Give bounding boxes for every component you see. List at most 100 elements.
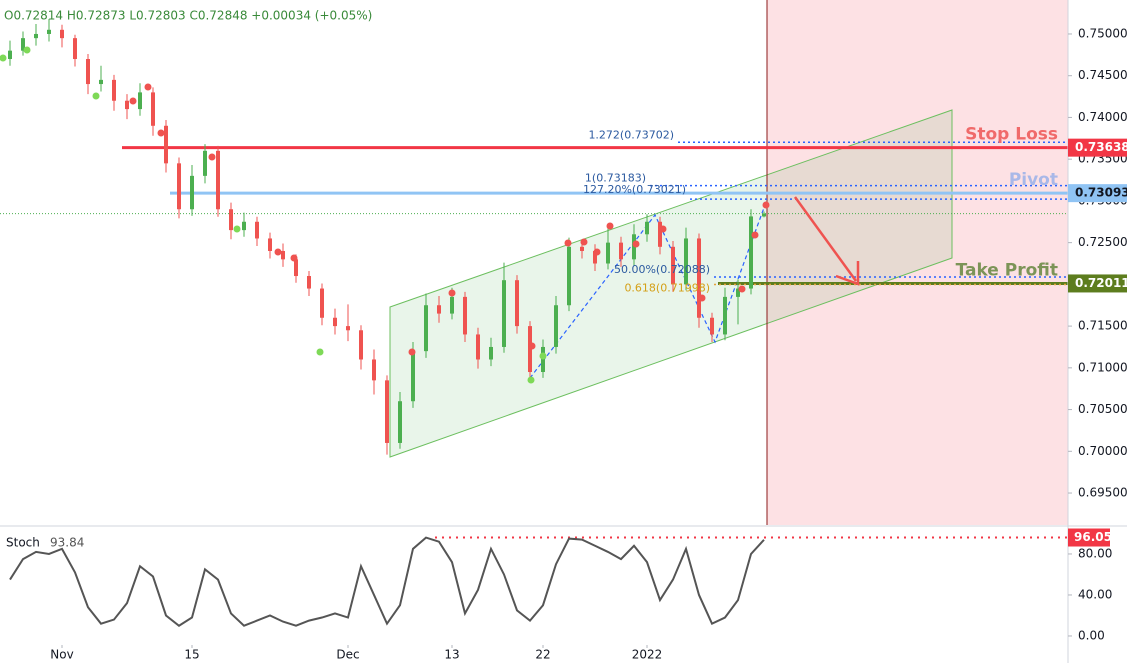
candle-body (320, 288, 324, 318)
candle-body (671, 246, 675, 285)
forecast-zone (767, 0, 1068, 525)
dot (290, 254, 298, 262)
candles-layer (8, 18, 766, 455)
candle-body (99, 79, 103, 85)
candle-body (294, 259, 298, 277)
dot (698, 294, 706, 302)
candle-body (502, 280, 506, 347)
candle-body (346, 326, 350, 331)
candle-body (489, 346, 493, 360)
candle-body (151, 92, 155, 126)
dot (274, 248, 282, 256)
x-tick-label: 2022 (632, 648, 663, 662)
candle-body (307, 276, 311, 289)
dot (157, 129, 165, 137)
stoch-last-value: 93.84 (50, 536, 84, 550)
y-tick-label: 0.70000 (1078, 444, 1127, 458)
dot (92, 92, 100, 100)
candle-body (164, 125, 168, 164)
candle-body (710, 317, 714, 335)
level-price: 0.73638 (1075, 140, 1127, 154)
fib-label: 1(0.73183) (585, 172, 646, 185)
y-tick-label: 0.74500 (1078, 68, 1127, 82)
dot (564, 239, 572, 247)
signal-dots (0, 46, 770, 384)
candle-body (463, 296, 467, 335)
y-tick-label: 0.75000 (1078, 26, 1127, 40)
y-tick-label: 0.00 (1078, 628, 1105, 642)
candle-body (554, 305, 558, 347)
candle-body (73, 38, 77, 60)
dot (144, 83, 152, 91)
stoch-level-label: 96.05 (1074, 530, 1112, 544)
candle-body (515, 280, 519, 327)
candle-body (112, 79, 116, 101)
dot (751, 231, 759, 239)
fib-label: 50.00%(0.72088) (614, 263, 710, 276)
dot (129, 97, 137, 105)
stoch-title: Stoch (6, 536, 40, 550)
level-price-box (1068, 138, 1127, 157)
fib-label: 0.618(0.71998) (624, 282, 710, 295)
labels-layer: 0.750000.745000.740000.735000.730000.725… (6, 26, 1127, 662)
levels-layer (0, 141, 1068, 286)
y-tick-label: 0.70500 (1078, 402, 1127, 416)
y-tick-label: 40.00 (1078, 587, 1112, 601)
candle-body (606, 242, 610, 264)
candle-body (8, 50, 12, 60)
dot (233, 225, 241, 233)
candle-body (242, 221, 246, 231)
candle-body (359, 330, 363, 360)
candle-body (333, 317, 337, 327)
candle-body (372, 359, 376, 381)
candle-body (723, 296, 727, 335)
x-tick-label: Dec (336, 648, 359, 662)
candle-body (749, 216, 753, 289)
candle-body (255, 221, 259, 239)
candle-body (60, 29, 64, 39)
dot (738, 285, 746, 293)
dot (539, 352, 547, 360)
x-tick-label: Nov (50, 648, 73, 662)
level-name: Pivot (1009, 170, 1058, 190)
candle-body (190, 175, 194, 210)
stoch-level-box (1068, 528, 1110, 547)
candle-body (424, 305, 428, 352)
candle-body (411, 351, 415, 402)
candle-body (580, 246, 584, 251)
candle-body (125, 100, 129, 110)
level-price-box (1068, 274, 1127, 293)
y-tick-label: 0.71000 (1078, 360, 1127, 374)
candle-body (567, 246, 571, 306)
dot (0, 54, 7, 62)
fib-label: 1.272(0.73702) (588, 128, 674, 141)
dot (528, 342, 536, 350)
dot (762, 201, 770, 209)
candle-body (658, 221, 662, 247)
ohlc-header: O0.72814 H0.72873 L0.72803 C0.72848 +0.0… (4, 9, 372, 23)
arrow-head (835, 261, 860, 286)
level-price: 0.73093 (1075, 186, 1127, 200)
level-name: Stop Loss (965, 125, 1058, 145)
candle-body (21, 38, 25, 51)
dot (580, 238, 588, 246)
forecast-arrow (793, 196, 860, 286)
candle-body (697, 238, 701, 318)
level-price-box (1068, 184, 1127, 203)
candle-body (619, 242, 623, 260)
candle-body (528, 326, 532, 373)
candle-body (645, 221, 649, 235)
candle-body (762, 213, 766, 217)
dot (606, 222, 614, 230)
level-name: Take Profit (956, 260, 1058, 280)
candle-body (593, 250, 597, 264)
y-tick-label: 0.71500 (1078, 319, 1127, 333)
y-tick-label: 80.00 (1078, 546, 1112, 560)
dot (448, 289, 456, 297)
level-price: 0.72011 (1075, 276, 1127, 290)
price-axis-bg (1068, 0, 1127, 663)
y-tick-label: 0.74000 (1078, 110, 1127, 124)
x-tick-label: 13 (444, 648, 459, 662)
dot (659, 225, 667, 233)
